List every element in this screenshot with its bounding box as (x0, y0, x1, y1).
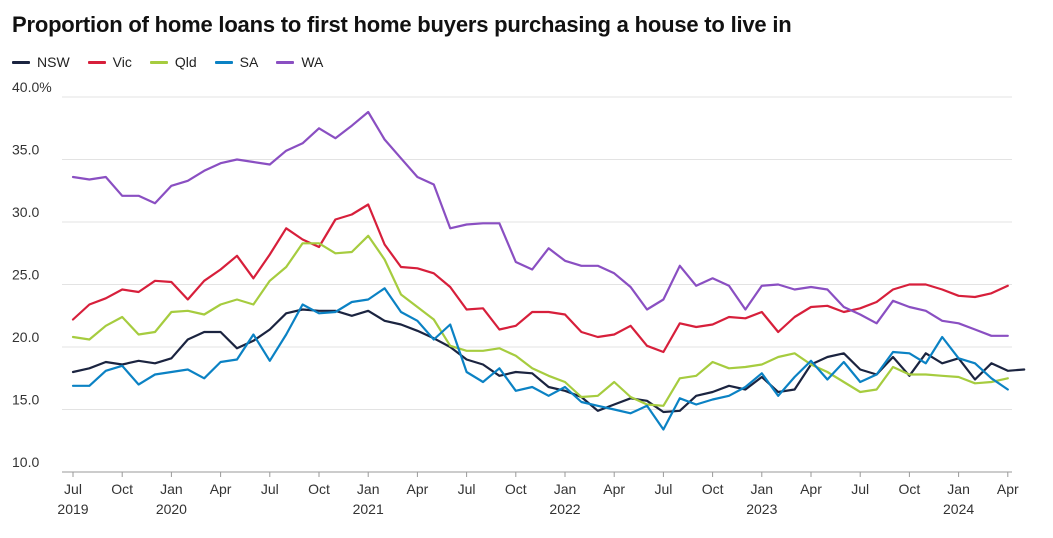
legend-item-sa: SA (214, 54, 259, 70)
y-tick-label: 20.0 (12, 329, 39, 345)
x-tick-label: Jan (160, 481, 183, 497)
legend-item-vic: Vic (87, 54, 132, 70)
x-axis: Jul 2019 Oct Jan 2020 Apr Jul Oct Jan 2021 Apr Jul O… (57, 472, 1019, 517)
x-tick-label: Jul (64, 481, 82, 497)
y-tick-label: 10.0 (12, 454, 39, 470)
x-tick-year-label: 2020 (156, 501, 187, 517)
legend-item-qld: Qld (149, 54, 197, 70)
x-tick-label: Jul (458, 481, 476, 497)
x-tick-label: Jul (851, 481, 869, 497)
gridlines (62, 96, 1012, 473)
legend-item-wa: WA (276, 54, 323, 70)
x-tick-label: Oct (111, 481, 133, 497)
y-tick-label: 40.0% (12, 79, 52, 95)
legend-swatch (87, 60, 106, 64)
legend-swatch (12, 60, 30, 64)
x-tick-label: Apr (800, 481, 822, 497)
y-tick-label: 25.0 (12, 267, 39, 283)
x-tick-label: Jan (357, 481, 380, 497)
series-line-nsw (71, 308, 1026, 414)
series-line-vic (71, 203, 1009, 354)
legend-swatch (149, 60, 168, 64)
x-tick-year-label: 2024 (943, 501, 974, 517)
x-tick-label: Oct (702, 481, 724, 497)
x-tick-label: Jan (751, 481, 774, 497)
legend-swatch (214, 60, 233, 64)
chart-legend: NSW Vic Qld SA WA (12, 54, 323, 70)
series-line-wa (71, 110, 1009, 337)
series-line-qld (71, 234, 1009, 407)
x-tick-label: Oct (505, 481, 527, 497)
x-tick-label: Apr (210, 481, 232, 497)
legend-label: Qld (174, 54, 197, 70)
x-tick-label: Jan (947, 481, 970, 497)
legend-label: NSW (37, 54, 70, 70)
x-tick-label: Jul (654, 481, 672, 497)
legend-label: SA (239, 54, 259, 70)
legend-label: WA (301, 54, 324, 70)
x-tick-year-label: 2019 (57, 501, 88, 517)
series-line-sa (71, 287, 1009, 431)
y-tick-label: 15.0 (12, 392, 39, 408)
x-tick-label: Apr (407, 481, 429, 497)
chart-title: Proportion of home loans to first home b… (12, 12, 792, 37)
x-tick-label: Jan (554, 481, 577, 497)
x-tick-label: Oct (899, 481, 921, 497)
x-tick-label: Oct (308, 481, 330, 497)
series-lines (71, 110, 1026, 431)
legend-label: Vic (112, 54, 132, 70)
y-tick-label: 30.0 (12, 204, 39, 220)
x-tick-label: Jul (261, 481, 279, 497)
legend-item-nsw: NSW (12, 54, 70, 70)
x-tick-label: Apr (603, 481, 625, 497)
x-tick-label: Apr (997, 481, 1019, 497)
legend-swatch (276, 60, 295, 64)
x-tick-year-label: 2022 (549, 501, 580, 517)
y-axis: 10.0 15.0 20.0 25.0 30.0 35.0 40.0% (12, 79, 52, 470)
y-tick-label: 35.0 (12, 142, 39, 158)
x-tick-year-label: 2021 (353, 501, 384, 517)
x-tick-year-label: 2023 (746, 501, 777, 517)
